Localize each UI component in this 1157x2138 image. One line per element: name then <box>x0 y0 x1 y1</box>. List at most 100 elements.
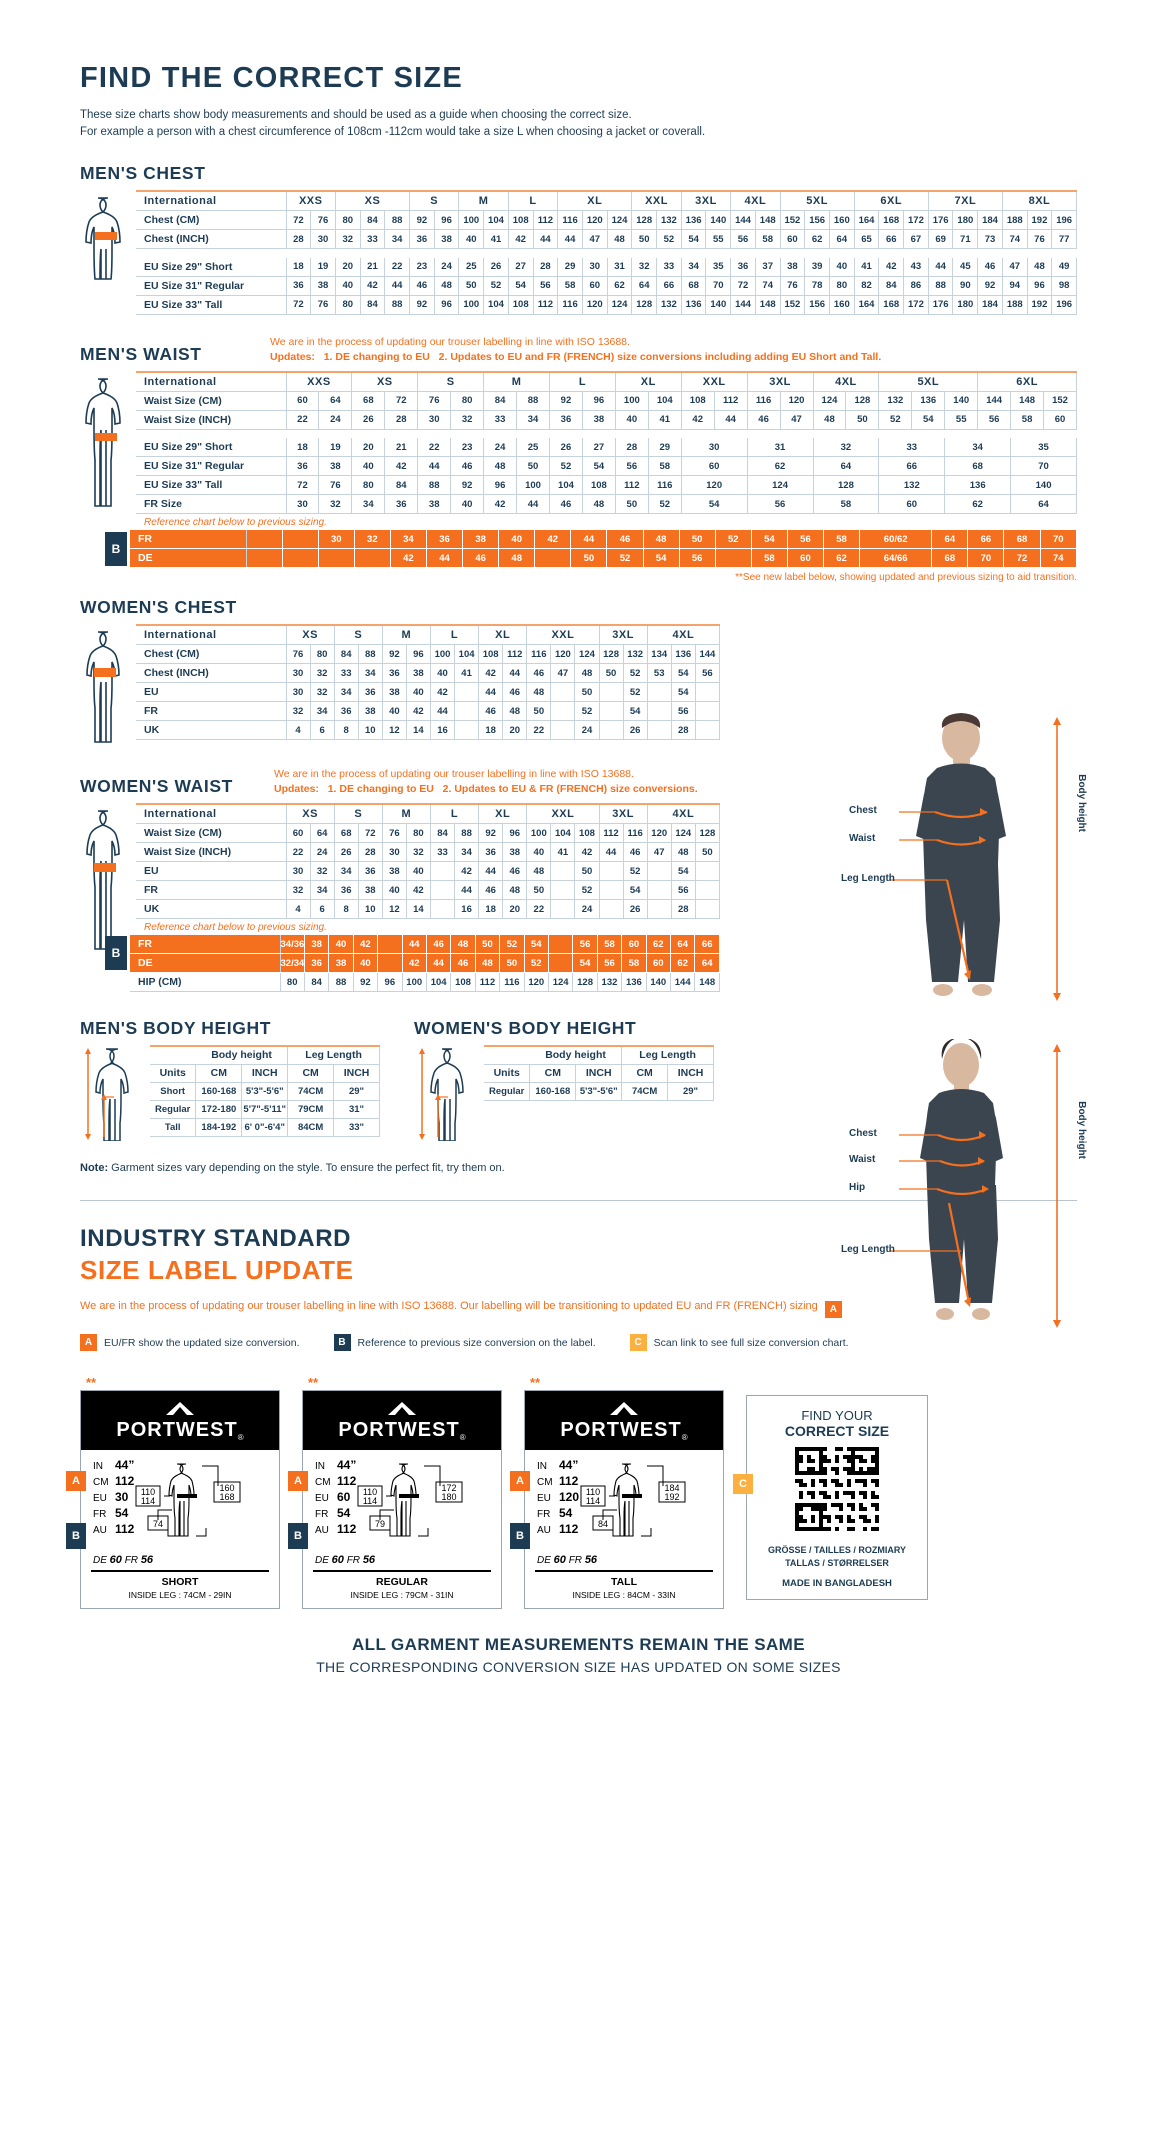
table-cell: Leg Length <box>287 1046 380 1065</box>
table-cell: XXS <box>286 371 353 392</box>
table-cell: L <box>508 191 559 211</box>
table-cell: 112 <box>615 475 649 495</box>
label-fit-name: REGULAR <box>376 1576 428 1588</box>
table-cell: 6 <box>310 720 335 740</box>
table-cell: 65 <box>854 229 880 249</box>
table-cell: 8XL <box>1002 191 1078 211</box>
update-item-2-w: 2. Updates to EU & FR (FRENCH) size conv… <box>442 783 698 795</box>
table-cell: 124 <box>671 823 696 843</box>
label-size-list: IN 44” CM 112 EU 30 FR 54 AU 112 <box>93 1458 134 1545</box>
table-cell: 88 <box>384 295 411 315</box>
table-cell: 44 <box>426 953 452 973</box>
table-cell: 26 <box>623 720 648 740</box>
table-cell <box>647 701 672 721</box>
table-cell: XS <box>335 191 411 211</box>
legend-chip-a: A <box>80 1334 97 1351</box>
table-cell: 96 <box>502 823 528 843</box>
table-cell: Leg Length <box>621 1046 714 1065</box>
callout-male-body-height: Body height <box>1076 774 1087 832</box>
table-cell: 76 <box>1027 229 1053 249</box>
table-cell: XL <box>557 191 633 211</box>
label-body: IN 44” CM 112 EU 60 FR 54 AU 112 110 114 1 <box>303 1450 501 1551</box>
table-cell: 48 <box>813 410 847 430</box>
label-legacy-sizes: DE 60 FR 56 <box>315 1554 376 1566</box>
table-cell: 18 <box>478 720 504 740</box>
table-cell: 66 <box>967 530 1005 549</box>
updates-label-w: Updates: <box>274 783 319 795</box>
table-cell <box>246 530 283 549</box>
table-cell: UK <box>136 899 287 919</box>
legend-row: A EU/FR show the updated size conversion.… <box>80 1334 1077 1351</box>
label-size-value: 54 <box>559 1506 573 1520</box>
table-cell: XS <box>286 625 335 645</box>
table-cell: 62 <box>804 229 830 249</box>
table-cell: 4XL <box>813 371 880 392</box>
table-cell: 46 <box>526 663 552 683</box>
table-cell: 124 <box>813 391 847 411</box>
table-cell: 64 <box>318 391 353 411</box>
closing-line-2: THE CORRESPONDING CONVERSION SIZE HAS UP… <box>316 1659 841 1675</box>
table-cell: 47 <box>647 842 672 862</box>
table-cell: 60 <box>878 494 946 514</box>
table-cell <box>695 880 721 900</box>
table-cell: 44 <box>478 682 504 702</box>
table-cell: 4XL <box>647 625 721 645</box>
table-cell: 42 <box>878 257 905 277</box>
size-label-update-section: INDUSTRY STANDARD SIZE LABEL UPDATE We a… <box>80 1225 1077 1351</box>
label-inside-leg: INSIDE LEG : 84CM - 33IN <box>572 1590 676 1600</box>
label-size-value: 44” <box>337 1458 357 1472</box>
label-size-key: IN <box>93 1461 103 1472</box>
table-row: Regular 172-180 5'7"-5'11" 79CM 31" <box>150 1100 380 1119</box>
table-cell: 28 <box>384 410 419 430</box>
table-cell: 22 <box>286 410 320 430</box>
table-cell: 53 <box>647 663 672 683</box>
table-cell: 30 <box>582 257 608 277</box>
table-cell: 36 <box>286 276 312 296</box>
table-cell: 104 <box>550 823 576 843</box>
table-cell: 70 <box>967 548 1005 568</box>
table-cell: 73 <box>977 229 1003 249</box>
table-row: International XS S M L XL XXL 3XL 4XL <box>136 625 721 645</box>
table-row: FR 30 32 34 36 38 40 42 44 46 48 50 52 54 56 58 60/62 64 6… <box>130 530 1078 549</box>
table-cell: XXS <box>286 191 336 211</box>
table-cell: 30 <box>286 861 311 881</box>
label-size-list: IN 44” CM 112 EU 120 FR 54 AU 112 <box>537 1458 579 1545</box>
table-cell: 108 <box>574 823 600 843</box>
table-cell <box>695 682 721 702</box>
table-cell: 69 <box>928 229 954 249</box>
table-cell: 58 <box>621 953 647 973</box>
table-cell: 58 <box>755 229 781 249</box>
table-cell: 54 <box>524 935 549 954</box>
qr-card[interactable]: FIND YOUR CORRECT SIZE GRÖSSE / TAILLES … <box>733 1395 928 1600</box>
table-cell: 140 <box>1010 475 1077 495</box>
table-cell: 62 <box>747 456 814 476</box>
table-cell: 92 <box>977 276 1003 296</box>
table-cell: 116 <box>623 823 648 843</box>
male-height-figure <box>80 1045 150 1146</box>
table-cell <box>550 682 576 702</box>
table-row: HIP (CM) 80 84 88 92 96 100 104 108 112 116 120 124 1… <box>130 972 720 992</box>
womens-body-height-title: WOMEN'S BODY HEIGHT <box>414 1018 637 1038</box>
table-cell: 112 <box>714 391 748 411</box>
table-cell: 104 <box>648 391 682 411</box>
label-size-key: CM <box>537 1477 553 1488</box>
table-cell: 36 <box>358 861 383 881</box>
label-size-row: EU 60 <box>315 1490 356 1506</box>
table-cell: 120 <box>582 295 608 315</box>
table-cell: 56 <box>787 530 825 549</box>
table-cell: 96 <box>406 644 431 664</box>
table-cell <box>548 953 574 973</box>
label-inside-leg: INSIDE LEG : 74CM - 29IN <box>128 1590 232 1600</box>
table-cell <box>484 1046 530 1065</box>
table-cell: 156 <box>804 210 830 230</box>
label-size-row: FR 54 <box>537 1506 579 1522</box>
legend-item: B Reference to previous size conversion o… <box>333 1334 596 1351</box>
table-cell: 96 <box>1027 276 1053 296</box>
table-cell: 3XL <box>747 371 814 392</box>
table-cell: 34 <box>681 257 707 277</box>
table-row: Waist Size (INCH) 22 24 26 28 30 32 33 34 36 38 40 4… <box>136 410 1077 430</box>
table-cell: 84 <box>360 295 386 315</box>
table-row: Units CM INCH CM INCH <box>150 1064 380 1083</box>
table-cell: 148 <box>1010 391 1045 411</box>
table-cell: 33 <box>656 257 682 277</box>
